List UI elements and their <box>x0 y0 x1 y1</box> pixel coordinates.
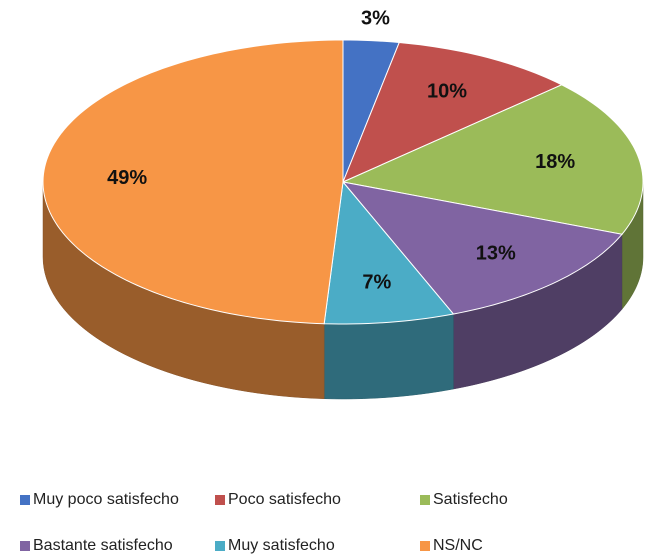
legend-label: Bastante satisfecho <box>33 537 173 554</box>
data-label: 49% <box>107 167 147 189</box>
legend-swatch <box>215 541 225 551</box>
legend-label: Poco satisfecho <box>228 491 341 508</box>
data-label: 10% <box>427 81 467 103</box>
slice <box>323 180 455 325</box>
data-label: 3% <box>361 8 390 30</box>
legend-swatch <box>420 541 430 551</box>
slice <box>341 84 644 235</box>
legend-swatch <box>20 541 30 551</box>
data-label: 18% <box>535 151 575 173</box>
legend-label: Muy poco satisfecho <box>33 491 179 508</box>
legend-label: Muy satisfecho <box>228 537 335 554</box>
legend-swatch <box>20 495 30 505</box>
slice <box>342 41 563 183</box>
slice <box>341 181 623 315</box>
legend-swatch <box>215 495 225 505</box>
legend-swatch <box>420 495 430 505</box>
data-label: 7% <box>362 271 391 293</box>
slice <box>42 39 344 325</box>
legend-label: Satisfecho <box>433 491 508 508</box>
slice-side <box>323 313 454 400</box>
data-label: 13% <box>476 243 516 265</box>
legend-label: NS/NC <box>433 537 483 554</box>
